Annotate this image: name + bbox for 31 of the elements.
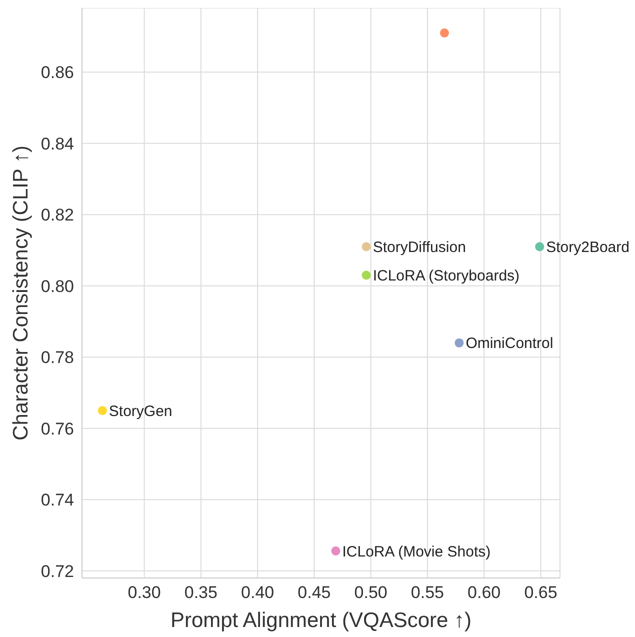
x-tick-label: 0.55 xyxy=(410,583,444,602)
point xyxy=(98,406,107,416)
x-tick-label: 0.35 xyxy=(184,583,218,602)
point xyxy=(440,28,449,38)
x-tick-label: 0.45 xyxy=(298,583,331,602)
x-axis-title: Prompt Alignment (VQAScore ↑) xyxy=(170,609,472,632)
x-tick-label: 0.30 xyxy=(128,583,161,602)
y-tick-label: 0.86 xyxy=(40,63,74,82)
series-label: Story2Board xyxy=(546,239,630,256)
y-tick-label: 0.76 xyxy=(40,419,74,438)
series-label: ICLoRA (Movie Shots) xyxy=(342,543,491,560)
y-tick-label: 0.74 xyxy=(40,490,74,510)
point xyxy=(454,338,464,348)
x-tick-label: 0.50 xyxy=(354,583,388,602)
point xyxy=(362,270,371,280)
y-tick-label: 0.82 xyxy=(40,206,74,225)
y-tick-label: 0.84 xyxy=(40,134,74,154)
point xyxy=(535,242,544,252)
y-tick-label: 0.80 xyxy=(40,276,74,296)
point xyxy=(331,546,340,556)
y-axis-title: Character Consistency (CLIP ↑) xyxy=(9,146,32,440)
point xyxy=(362,242,371,252)
x-tick-label: 0.40 xyxy=(241,583,274,602)
x-tick-label: 0.60 xyxy=(468,583,501,602)
series-label: StoryGen xyxy=(108,402,172,420)
y-tick-label: 0.78 xyxy=(40,348,74,368)
series-label: OminiControl xyxy=(466,335,554,352)
series-label: StoryDiffusion xyxy=(372,239,466,256)
x-tick-label: 0.65 xyxy=(524,583,558,602)
series-label: ICLoRA (Storyboards) xyxy=(372,268,520,285)
y-tick-label: 0.72 xyxy=(40,562,74,581)
